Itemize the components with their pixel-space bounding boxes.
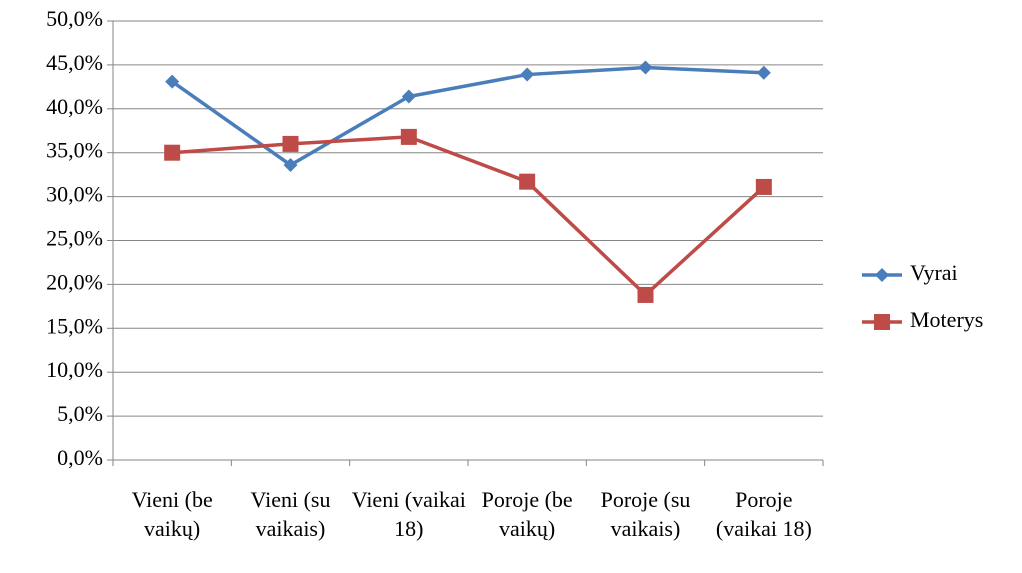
y-tick-label: 40,0% [46,94,103,119]
marker [282,135,299,152]
marker [164,144,181,161]
line [172,135,766,298]
marker [401,89,416,104]
line [171,65,764,168]
y-tick-label: 50,0% [46,6,103,31]
marker [165,74,180,89]
y-tick-label: 5,0% [57,401,103,426]
marker [283,157,298,172]
x-tick-label: Poroje (be vaikų) [481,487,573,541]
legend-label: Vyrai [910,260,958,285]
marker [875,268,889,282]
marker [520,67,535,82]
x-tick-label: Poroje (su vaikais) [600,487,691,541]
y-tick-label: 30,0% [46,182,103,207]
y-tick-label: 0,0% [57,445,103,470]
marker [519,173,536,190]
x-tick-label: Poroje (vaikai 18) [715,487,812,541]
x-tick-label: Vieni (be vaikų) [131,487,213,541]
marker [638,60,653,75]
y-tick-label: 10,0% [46,357,103,382]
marker [400,128,417,145]
x-tick-label: Vieni (vaikai 18) [351,487,466,541]
legend-label: Moterys [910,307,983,332]
y-tick-label: 45,0% [46,50,103,75]
y-tick-label: 35,0% [46,138,103,163]
y-tick-label: 20,0% [46,269,103,294]
y-tick-label: 25,0% [46,226,103,251]
marker [755,178,772,195]
marker [874,314,890,330]
marker [637,286,654,303]
marker [756,65,771,80]
x-tick-label: Vieni (su vaikais) [250,487,331,541]
y-tick-label: 15,0% [46,313,103,338]
